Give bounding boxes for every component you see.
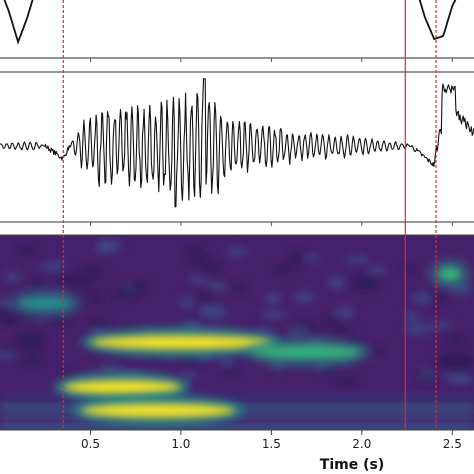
scalogram-texture bbox=[264, 292, 282, 305]
scalogram-texture bbox=[334, 376, 361, 387]
scalogram-texture bbox=[114, 285, 136, 299]
scalogram-texture bbox=[178, 297, 196, 309]
scalogram-texture bbox=[87, 316, 108, 330]
signal-panel bbox=[0, 71, 474, 226]
x-tick-label: 2.0 bbox=[352, 437, 371, 451]
event-markers bbox=[62, 0, 437, 430]
scalogram-energy-band bbox=[81, 403, 236, 418]
scalogram-texture bbox=[321, 364, 336, 378]
scalogram-tick-labels: 0.5 1.0 1.5 2.0 2.5 bbox=[81, 437, 462, 451]
scalogram-frame bbox=[0, 234, 474, 431]
scalogram-texture bbox=[98, 364, 123, 373]
scalogram-texture bbox=[21, 353, 44, 366]
scalogram-texture bbox=[207, 281, 228, 292]
scalogram-texture bbox=[184, 244, 206, 254]
x-tick-label: 1.0 bbox=[171, 437, 190, 451]
scalogram-plot-area bbox=[0, 235, 474, 430]
scalogram-texture bbox=[288, 251, 305, 266]
scalogram-texture bbox=[81, 264, 106, 275]
scalogram-texture bbox=[427, 321, 452, 330]
scalogram-texture bbox=[97, 242, 113, 253]
scalogram-texture bbox=[0, 350, 17, 361]
signal-ticks bbox=[90, 222, 453, 226]
scalogram-texture bbox=[219, 358, 237, 368]
scalogram-texture bbox=[261, 310, 286, 320]
scalogram-texture bbox=[4, 271, 22, 283]
scalogram-texture bbox=[333, 325, 351, 335]
x-tick-label: 0.5 bbox=[81, 437, 100, 451]
scalogram-texture bbox=[324, 314, 340, 328]
x-tick-label: 1.5 bbox=[262, 437, 281, 451]
scalogram-texture bbox=[0, 305, 9, 319]
scalogram-texture bbox=[179, 371, 198, 381]
scalogram-texture bbox=[226, 246, 247, 257]
scalogram-texture bbox=[345, 255, 370, 265]
scalogram-energy-band bbox=[90, 335, 272, 350]
scalogram-texture bbox=[401, 265, 419, 274]
envelope-ticks bbox=[90, 58, 453, 62]
envelope-panel bbox=[0, 0, 474, 62]
scalogram-texture bbox=[72, 276, 97, 289]
scalogram-texture bbox=[231, 283, 248, 294]
scalogram-texture bbox=[270, 263, 293, 275]
scalogram-energy-band bbox=[63, 380, 181, 395]
scalogram-texture bbox=[416, 374, 435, 384]
scalogram-texture bbox=[55, 274, 78, 286]
scalogram-texture bbox=[443, 334, 469, 345]
x-tick-label: 2.5 bbox=[443, 437, 462, 451]
scalogram-low-band bbox=[0, 420, 474, 426]
scalogram-ticks bbox=[90, 430, 453, 435]
scalogram-texture bbox=[403, 311, 420, 324]
scalogram-panel: 0.5 1.0 1.5 2.0 2.5 Time (s) bbox=[0, 234, 474, 473]
scalogram-texture bbox=[16, 334, 43, 348]
scalogram-texture bbox=[197, 305, 220, 316]
scalogram-texture bbox=[197, 292, 214, 302]
scalogram-texture bbox=[292, 291, 317, 303]
scalogram-texture bbox=[188, 274, 209, 285]
scalogram-texture bbox=[286, 325, 310, 336]
scalogram-low-band bbox=[0, 426, 474, 430]
scalogram-texture bbox=[84, 293, 109, 304]
signal-plot-area bbox=[0, 78, 474, 208]
scalogram-texture bbox=[327, 276, 346, 290]
scalogram-texture bbox=[41, 261, 65, 273]
scalogram-texture bbox=[50, 317, 72, 326]
scalogram-energy-band bbox=[18, 296, 73, 311]
scalogram-texture bbox=[405, 322, 431, 336]
scalogram-texture bbox=[355, 275, 380, 290]
scalogram-texture bbox=[17, 244, 37, 257]
scalogram-texture bbox=[366, 266, 388, 277]
scalogram-texture bbox=[303, 253, 319, 262]
signal-line bbox=[0, 78, 474, 208]
scalogram-energy-band bbox=[437, 267, 462, 281]
scalogram-texture bbox=[430, 293, 447, 304]
scalogram-texture bbox=[198, 260, 224, 273]
scalogram-texture bbox=[410, 292, 435, 305]
scalogram-texture bbox=[443, 369, 468, 383]
envelope-plot-area bbox=[3, 0, 457, 45]
scalogram-low-band bbox=[0, 394, 474, 400]
x-axis-title: Time (s) bbox=[320, 457, 384, 473]
envelope-line bbox=[3, 0, 457, 45]
scalogram-texture bbox=[130, 279, 149, 292]
scalogram-texture bbox=[446, 359, 467, 373]
scalogram-texture bbox=[334, 306, 355, 319]
scalogram-energy-band bbox=[253, 345, 362, 359]
scalogram-texture bbox=[370, 345, 386, 355]
